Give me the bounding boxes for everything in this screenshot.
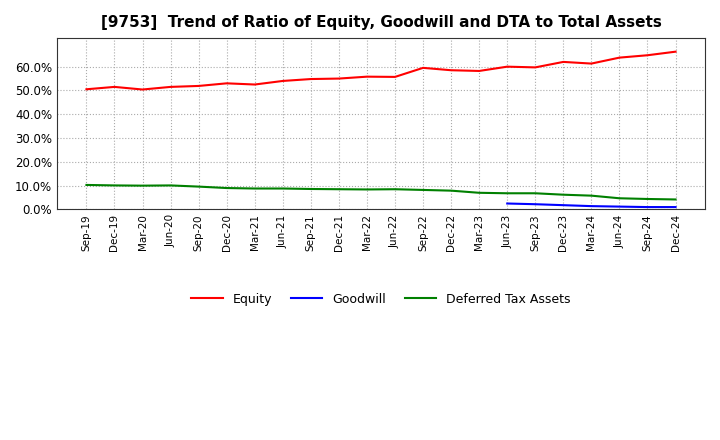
Goodwill xyxy=(615,204,624,209)
Deferred Tax Assets xyxy=(307,187,315,192)
Goodwill xyxy=(559,202,567,208)
Equity xyxy=(138,87,147,92)
Equity xyxy=(82,87,91,92)
Deferred Tax Assets xyxy=(475,190,484,195)
Equity xyxy=(559,59,567,65)
Equity xyxy=(531,65,539,70)
Deferred Tax Assets xyxy=(559,192,567,197)
Equity xyxy=(166,84,175,89)
Equity xyxy=(447,68,456,73)
Equity xyxy=(222,81,231,86)
Goodwill xyxy=(587,203,595,209)
Equity xyxy=(419,65,428,70)
Legend: Equity, Goodwill, Deferred Tax Assets: Equity, Goodwill, Deferred Tax Assets xyxy=(186,288,575,311)
Deferred Tax Assets xyxy=(587,193,595,198)
Deferred Tax Assets xyxy=(279,186,287,191)
Equity xyxy=(615,55,624,60)
Title: [9753]  Trend of Ratio of Equity, Goodwill and DTA to Total Assets: [9753] Trend of Ratio of Equity, Goodwil… xyxy=(101,15,662,30)
Equity xyxy=(391,74,400,80)
Equity xyxy=(251,82,259,87)
Equity xyxy=(475,68,484,73)
Deferred Tax Assets xyxy=(615,196,624,201)
Equity xyxy=(363,74,372,79)
Equity xyxy=(307,77,315,82)
Equity xyxy=(279,78,287,84)
Line: Goodwill: Goodwill xyxy=(507,204,675,207)
Deferred Tax Assets xyxy=(643,196,652,202)
Deferred Tax Assets xyxy=(363,187,372,192)
Deferred Tax Assets xyxy=(166,183,175,188)
Deferred Tax Assets xyxy=(503,191,511,196)
Goodwill xyxy=(503,201,511,206)
Deferred Tax Assets xyxy=(251,186,259,191)
Equity xyxy=(587,61,595,66)
Deferred Tax Assets xyxy=(671,197,680,202)
Line: Equity: Equity xyxy=(86,51,675,89)
Deferred Tax Assets xyxy=(222,185,231,191)
Equity xyxy=(110,84,119,89)
Deferred Tax Assets xyxy=(447,188,456,193)
Deferred Tax Assets xyxy=(335,187,343,192)
Equity xyxy=(643,53,652,58)
Deferred Tax Assets xyxy=(391,187,400,192)
Deferred Tax Assets xyxy=(110,183,119,188)
Goodwill xyxy=(531,202,539,207)
Deferred Tax Assets xyxy=(82,182,91,187)
Goodwill xyxy=(643,205,652,210)
Deferred Tax Assets xyxy=(194,184,203,189)
Goodwill xyxy=(671,205,680,210)
Equity xyxy=(194,83,203,88)
Equity xyxy=(671,49,680,54)
Equity xyxy=(503,64,511,70)
Deferred Tax Assets xyxy=(419,187,428,193)
Deferred Tax Assets xyxy=(138,183,147,188)
Deferred Tax Assets xyxy=(531,191,539,196)
Equity xyxy=(335,76,343,81)
Line: Deferred Tax Assets: Deferred Tax Assets xyxy=(86,185,675,199)
